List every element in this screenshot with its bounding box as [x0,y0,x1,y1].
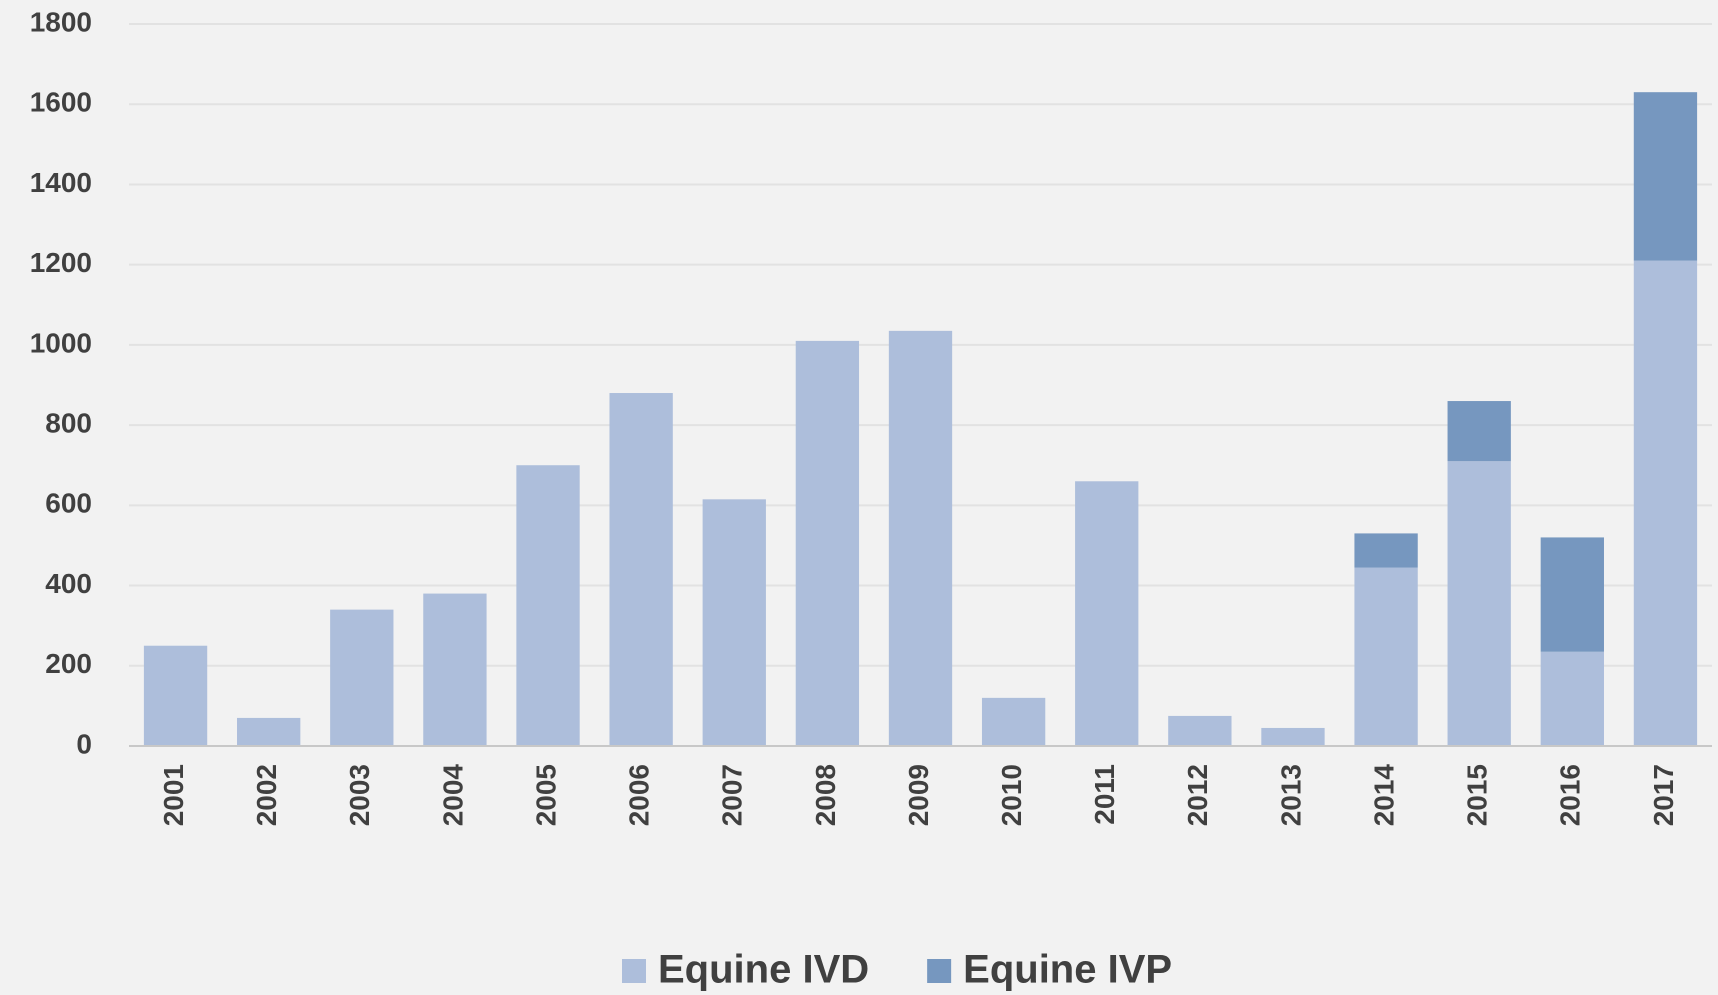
bar-segment [1540,651,1604,746]
y-tick-label: 1400 [30,167,92,198]
x-tick-label: 2015 [1462,764,1493,826]
bar-segment [423,593,487,746]
x-tick-label: 2012 [1182,764,1213,826]
bar-segment [237,717,301,746]
y-tick-label: 200 [45,648,92,679]
bar-segment [1354,533,1418,568]
bar-segment [795,340,860,746]
y-tick-label: 400 [45,568,92,599]
y-tick-label: 1600 [30,87,92,118]
bar-segment [330,609,394,746]
x-tick-label: 2003 [344,764,375,826]
y-tick-label: 0 [76,728,92,759]
bar-segment [609,393,673,746]
x-tick-label: 2014 [1368,764,1399,827]
bar-segment [702,499,766,746]
y-tick-label: 1200 [30,247,92,278]
x-tick-label: 2002 [251,764,282,826]
x-tick-label: 2009 [903,764,934,826]
x-tick-label: 2004 [437,764,468,827]
x-tick-label: 2017 [1648,764,1679,826]
bar-segment [1447,461,1511,746]
legend-swatch [622,959,646,983]
y-tick-label: 600 [45,488,92,519]
x-tick-label: 2010 [996,764,1027,826]
bar-segment [1075,481,1139,746]
x-tick-label: 2013 [1275,764,1306,826]
bar-segment [1261,727,1325,746]
y-tick-label: 1800 [30,6,92,37]
bar-segment [143,645,208,746]
bar-segment [981,697,1046,746]
x-tick-label: 2008 [810,764,841,826]
x-tick-label: 2005 [530,764,561,826]
legend-swatch [927,959,952,983]
legend-label: Equine IVP [963,948,1172,992]
x-tick-label: 2016 [1555,764,1586,826]
legend-label: Equine IVD [658,948,869,992]
bar-segment [1168,715,1232,746]
x-tick-label: 2011 [1089,764,1120,825]
bar-segment [1354,567,1418,746]
x-tick-label: 2007 [717,764,748,826]
bar-segment [1447,401,1511,462]
bar-segment [888,330,953,746]
x-tick-label: 2001 [158,764,189,826]
legend: Equine IVD Equine IVP [622,948,1172,992]
bar-segment [1540,537,1604,652]
x-tick-label: 2006 [624,764,655,826]
bar-segment [1633,260,1698,746]
y-tick-label: 800 [45,408,92,439]
bar-segment [516,465,580,746]
bar-segment [1633,92,1698,261]
y-tick-label: 1000 [30,327,92,358]
